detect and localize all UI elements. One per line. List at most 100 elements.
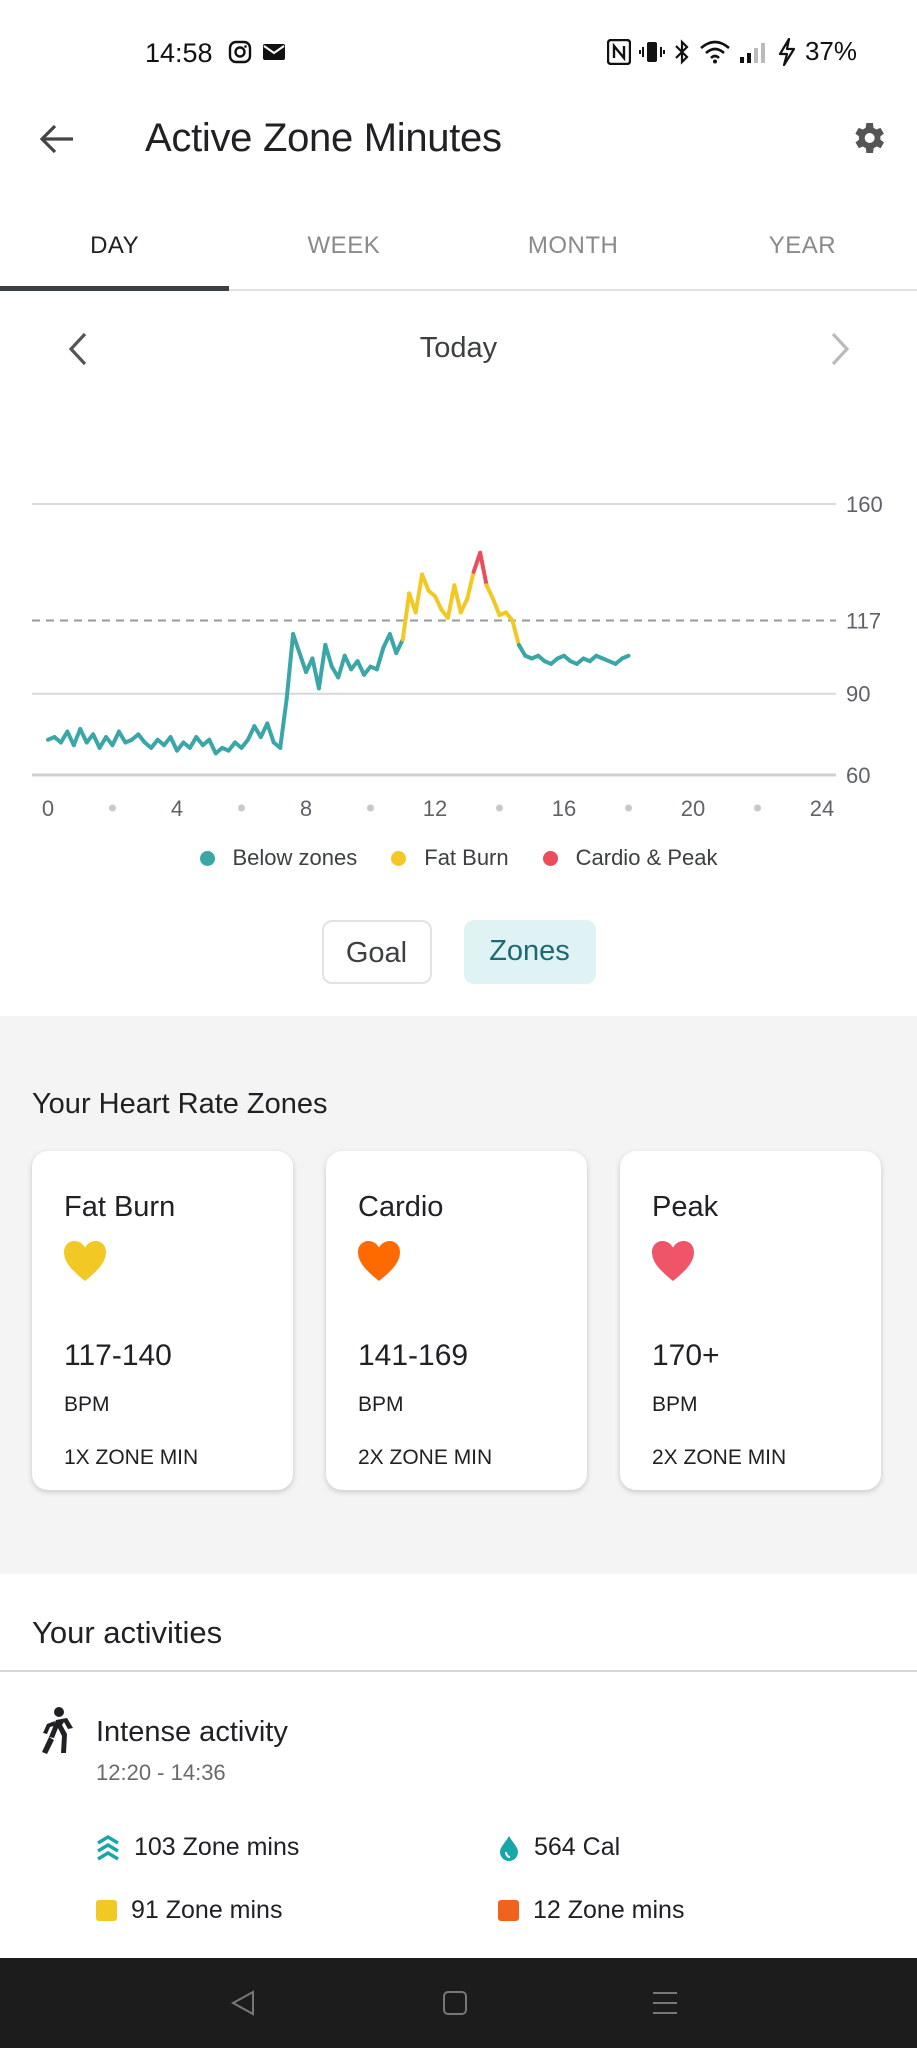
back-button[interactable] xyxy=(32,114,82,164)
system-navigation-bar xyxy=(0,1958,917,2048)
stat-fat-burn-mins: 91 Zone mins xyxy=(96,1896,282,1925)
heart-rate-line-segment xyxy=(116,729,128,745)
heart-rate-line-segment xyxy=(413,572,425,615)
tab-week[interactable]: WEEK xyxy=(307,232,381,259)
tab-year[interactable]: YEAR xyxy=(768,232,837,259)
zone-name: Cardio xyxy=(358,1191,444,1223)
x-tick-dot xyxy=(496,804,503,812)
heart-rate-line-segment xyxy=(510,618,521,647)
tab-month[interactable]: MONTH xyxy=(527,232,619,259)
activity-time: 12:20 - 14:36 xyxy=(96,1760,226,1785)
heart-rate-chart: 160 117 90 60 0 4 8 12 16 20 24 xyxy=(32,492,883,821)
heart-rate-line-segment xyxy=(465,569,476,601)
heart-rate-line-segment xyxy=(484,583,496,601)
heart-rate-line-segment xyxy=(355,659,367,677)
vibrate-icon xyxy=(638,41,665,62)
nav-back-icon xyxy=(230,1990,254,2016)
nav-home-button[interactable] xyxy=(430,1980,480,2026)
heart-rate-line-segment xyxy=(168,735,179,753)
legend-dot-cardio-peak xyxy=(542,850,558,866)
chart-legend: Below zones Fat Burn Cardio & Peak xyxy=(0,845,917,871)
previous-day-button[interactable] xyxy=(56,324,100,374)
heart-rate-line-segment xyxy=(458,596,470,615)
heart-icon xyxy=(652,1241,694,1281)
heart-rate-line-segment xyxy=(374,645,386,672)
nfc-icon xyxy=(606,38,631,65)
y-tick-label: 90 xyxy=(846,682,870,707)
activities-title: Your activities xyxy=(32,1615,223,1650)
zone-multiplier: 2X ZONE MIN xyxy=(652,1446,787,1469)
nav-recents-button[interactable] xyxy=(640,1980,690,2026)
zone-multiplier: 1X ZONE MIN xyxy=(64,1446,199,1469)
heart-rate-line-segment xyxy=(387,632,399,656)
settings-button[interactable] xyxy=(844,114,892,162)
mail-icon xyxy=(263,44,285,60)
period-tabs: DAY WEEK MONTH YEAR xyxy=(0,205,917,291)
x-tick-label: 8 xyxy=(300,796,312,821)
heart-rate-line-segment xyxy=(445,583,457,620)
heart-icon xyxy=(358,1241,400,1281)
heart-rate-line-segment xyxy=(245,724,257,742)
heart-rate-line-segment xyxy=(433,594,444,612)
x-tick-dot xyxy=(625,804,632,812)
legend-cardio-peak: Cardio & Peak xyxy=(542,845,717,871)
status-right-group: 37% xyxy=(606,36,857,67)
stat-text: 12 Zone mins xyxy=(533,1896,685,1924)
heart-rate-line-segment xyxy=(265,721,276,745)
x-tick-dot xyxy=(367,804,374,812)
stat-text: 91 Zone mins xyxy=(131,1896,283,1924)
heart-rate-line-segment xyxy=(478,550,489,588)
heart-rate-line-segment xyxy=(78,726,89,745)
heart-rate-line-segment xyxy=(291,632,302,656)
charging-icon xyxy=(778,37,796,66)
x-tick-dot xyxy=(109,804,116,812)
bluetooth-icon xyxy=(675,38,689,65)
chevron-left-icon xyxy=(68,332,87,366)
stat-total-zone-mins: 103 Zone mins xyxy=(96,1833,299,1862)
nav-home-icon xyxy=(443,1991,467,2015)
x-tick-dot xyxy=(238,804,245,812)
zone-unit: BPM xyxy=(358,1393,404,1416)
x-tick-label: 20 xyxy=(681,796,705,821)
gear-icon xyxy=(855,123,884,153)
zone-unit: BPM xyxy=(652,1393,698,1416)
app-bar: Active Zone Minutes xyxy=(0,100,917,200)
stat-text: 564 Cal xyxy=(534,1833,621,1861)
heart-rate-line-segment xyxy=(491,596,502,618)
tab-day[interactable]: DAY xyxy=(0,205,230,291)
y-tick-label: 117 xyxy=(846,609,881,634)
legend-label: Below zones xyxy=(232,845,358,870)
heart-rate-line-segment xyxy=(420,572,431,593)
zone-minutes-icon xyxy=(97,1834,119,1860)
zone-unit: BPM xyxy=(64,1393,110,1416)
stat-cardio-mins: 12 Zone mins xyxy=(498,1896,684,1925)
zone-card-fat-burn[interactable]: Fat Burn 117-140 BPM 1X ZONE MIN xyxy=(32,1151,293,1490)
heart-rate-line-segment xyxy=(516,642,528,658)
x-tick-label: 12 xyxy=(423,796,447,821)
heart-rate-line-segment xyxy=(336,653,347,680)
chevron-right-icon xyxy=(831,332,850,366)
calorie-drop-icon xyxy=(500,1835,518,1861)
zone-name: Peak xyxy=(652,1191,719,1223)
next-day-button[interactable] xyxy=(818,324,862,374)
heart-rate-line-segment xyxy=(207,737,218,756)
nav-recents-icon xyxy=(653,1992,677,2014)
walking-person-icon[interactable] xyxy=(38,1706,74,1756)
page-title: Active Zone Minutes xyxy=(145,116,502,160)
stat-text: 103 Zone mins xyxy=(134,1833,300,1861)
heart-rate-line-segment xyxy=(400,591,412,642)
zone-card-peak[interactable]: Peak 170+ BPM 2X ZONE MIN xyxy=(620,1151,881,1490)
stat-calories: 564 Cal xyxy=(498,1833,620,1862)
zone-card-cardio[interactable]: Cardio 141-169 BPM 2X ZONE MIN xyxy=(326,1151,587,1490)
goal-toggle-button[interactable]: Goal xyxy=(321,920,432,984)
heart-icon xyxy=(64,1241,106,1281)
zones-section-title: Your Heart Rate Zones xyxy=(32,1088,328,1120)
activity-name[interactable]: Intense activity xyxy=(96,1716,288,1748)
x-tick-label: 4 xyxy=(171,796,183,821)
heart-rate-line-segment xyxy=(110,729,121,748)
zones-toggle-button[interactable]: Zones xyxy=(463,920,596,984)
signal-icon xyxy=(739,42,765,63)
cardio-square-icon xyxy=(498,1900,519,1921)
fat-burn-square-icon xyxy=(96,1900,117,1921)
nav-back-button[interactable] xyxy=(218,1980,268,2026)
